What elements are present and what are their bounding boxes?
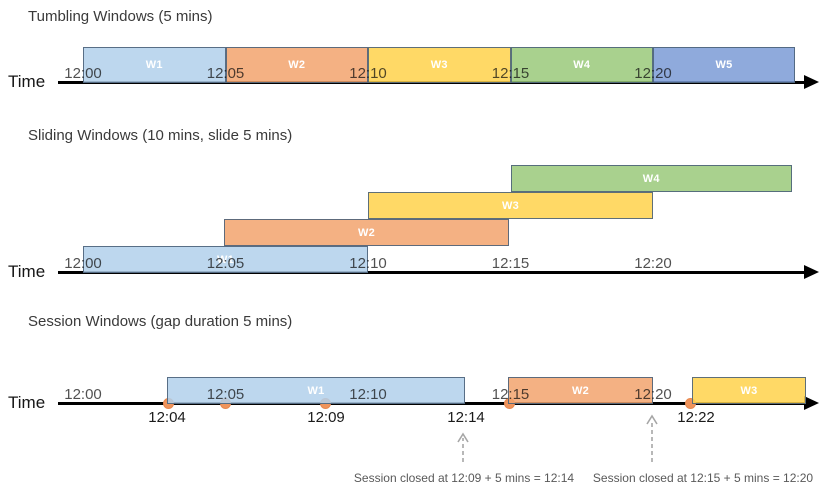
window-label: W4	[573, 59, 591, 71]
axis-tick-label: 12:20	[634, 65, 672, 82]
window-box-w4: W4	[510, 165, 792, 192]
window-box-w2: W2	[508, 377, 653, 404]
axis-tick-label: 12:00	[64, 65, 102, 82]
axis-tick-label: 12:00	[64, 386, 102, 403]
window-box-w3: W3	[368, 47, 511, 83]
window-box-w2: W2	[224, 219, 509, 246]
axis-tick-label: 12:10	[349, 65, 387, 82]
session-close-arrow-icon	[455, 432, 471, 468]
tumbling-section-title: Tumbling Windows (5 mins)	[28, 8, 213, 25]
tumbling-time-axis-label: Time	[8, 72, 46, 91]
axis-tick-label: 12:05	[206, 65, 245, 82]
window-box-w1: W1	[83, 246, 368, 273]
window-label: W2	[288, 59, 306, 71]
axis-tick-label: 12:20	[634, 386, 672, 403]
window-label: W2	[571, 384, 590, 397]
axis-tick-label: 12:00	[64, 255, 102, 272]
window-label: W4	[642, 172, 660, 185]
session-axis-arrowhead-icon	[804, 396, 819, 410]
session-close-arrow-icon	[644, 414, 660, 468]
window-box-w4: W4	[510, 47, 653, 83]
sliding-axis-arrowhead-icon	[804, 265, 819, 279]
axis-tick-label: 12:15	[491, 65, 530, 82]
session-time-axis-label: Time	[8, 393, 46, 412]
window-box-w3: W3	[368, 192, 653, 219]
sliding-time-axis-line	[58, 271, 804, 274]
event-time-label: 12:09	[307, 409, 345, 426]
axis-tick-label: 12:10	[349, 386, 387, 403]
axis-tick-label: 12:20	[634, 255, 672, 272]
window-label: W3	[501, 199, 520, 212]
window-box-w3: W3	[692, 377, 806, 404]
axis-tick-label: 12:05	[206, 386, 245, 403]
sliding-section-title: Sliding Windows (10 mins, slide 5 mins)	[28, 127, 293, 144]
window-box-w1: W1	[167, 377, 465, 404]
window-label: W5	[715, 59, 733, 71]
axis-tick-label: 12:10	[349, 255, 387, 272]
event-time-label: 12:14	[447, 409, 485, 426]
window-label: W3	[430, 59, 448, 71]
session-close-note: Session closed at 12:15 + 5 mins = 12:20	[592, 471, 814, 485]
session-close-note: Session closed at 12:09 + 5 mins = 12:14	[353, 471, 575, 485]
sliding-time-axis-label: Time	[8, 262, 46, 281]
window-box-w2: W2	[225, 47, 368, 83]
window-label: W1	[145, 59, 163, 71]
axis-tick-label: 12:15	[491, 386, 530, 403]
window-label: W1	[216, 253, 235, 266]
window-box-w5: W5	[653, 47, 795, 83]
axis-tick-label: 12:15	[491, 255, 530, 272]
tumbling-axis-arrowhead-icon	[804, 75, 819, 89]
session-section-title: Session Windows (gap duration 5 mins)	[28, 313, 293, 330]
window-box-w1: W1	[83, 47, 226, 83]
axis-tick-label: 12:05	[206, 255, 245, 272]
event-time-label: 12:22	[677, 409, 715, 426]
window-label: W1	[307, 384, 325, 397]
window-label: W2	[357, 226, 376, 239]
window-label: W3	[740, 384, 758, 397]
event-time-label: 12:04	[148, 409, 186, 426]
